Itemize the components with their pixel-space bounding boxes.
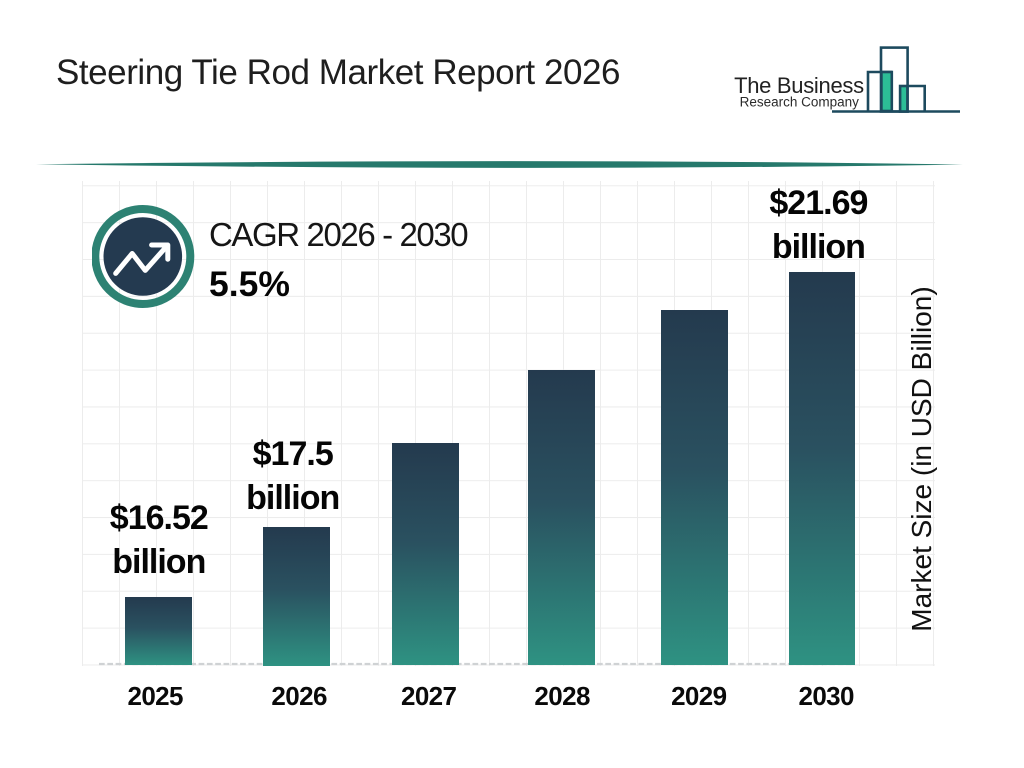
svg-text:Research Company: Research Company — [740, 95, 860, 110]
svg-text:The Business: The Business — [734, 73, 864, 98]
